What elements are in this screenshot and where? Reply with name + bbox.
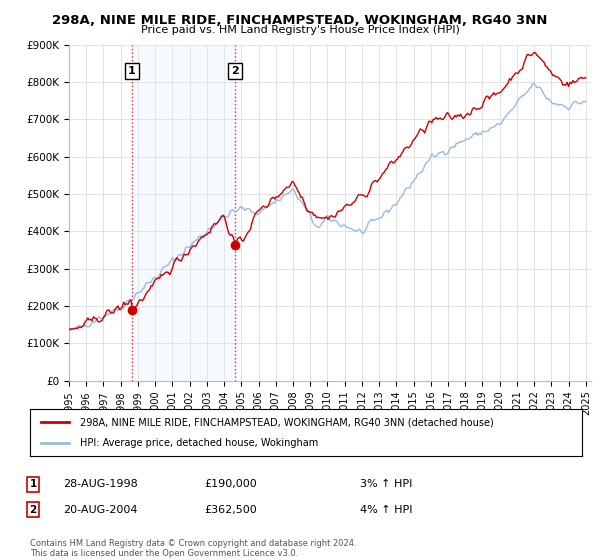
Text: HPI: Average price, detached house, Wokingham: HPI: Average price, detached house, Woki… bbox=[80, 438, 318, 448]
Text: 4% ↑ HPI: 4% ↑ HPI bbox=[360, 505, 413, 515]
Text: 20-AUG-2004: 20-AUG-2004 bbox=[63, 505, 137, 515]
Text: 298A, NINE MILE RIDE, FINCHAMPSTEAD, WOKINGHAM, RG40 3NN: 298A, NINE MILE RIDE, FINCHAMPSTEAD, WOK… bbox=[52, 14, 548, 27]
Bar bbox=[132, 45, 235, 381]
Text: 28-AUG-1998: 28-AUG-1998 bbox=[63, 479, 138, 489]
Text: 1: 1 bbox=[128, 66, 136, 76]
Text: 3% ↑ HPI: 3% ↑ HPI bbox=[360, 479, 412, 489]
Text: £190,000: £190,000 bbox=[204, 479, 257, 489]
Text: £362,500: £362,500 bbox=[204, 505, 257, 515]
Text: Price paid vs. HM Land Registry's House Price Index (HPI): Price paid vs. HM Land Registry's House … bbox=[140, 25, 460, 35]
Text: 298A, NINE MILE RIDE, FINCHAMPSTEAD, WOKINGHAM, RG40 3NN (detached house): 298A, NINE MILE RIDE, FINCHAMPSTEAD, WOK… bbox=[80, 417, 493, 427]
Text: 1: 1 bbox=[29, 479, 37, 489]
Text: 2: 2 bbox=[29, 505, 37, 515]
Text: Contains HM Land Registry data © Crown copyright and database right 2024.
This d: Contains HM Land Registry data © Crown c… bbox=[30, 539, 356, 558]
Text: 2: 2 bbox=[231, 66, 239, 76]
